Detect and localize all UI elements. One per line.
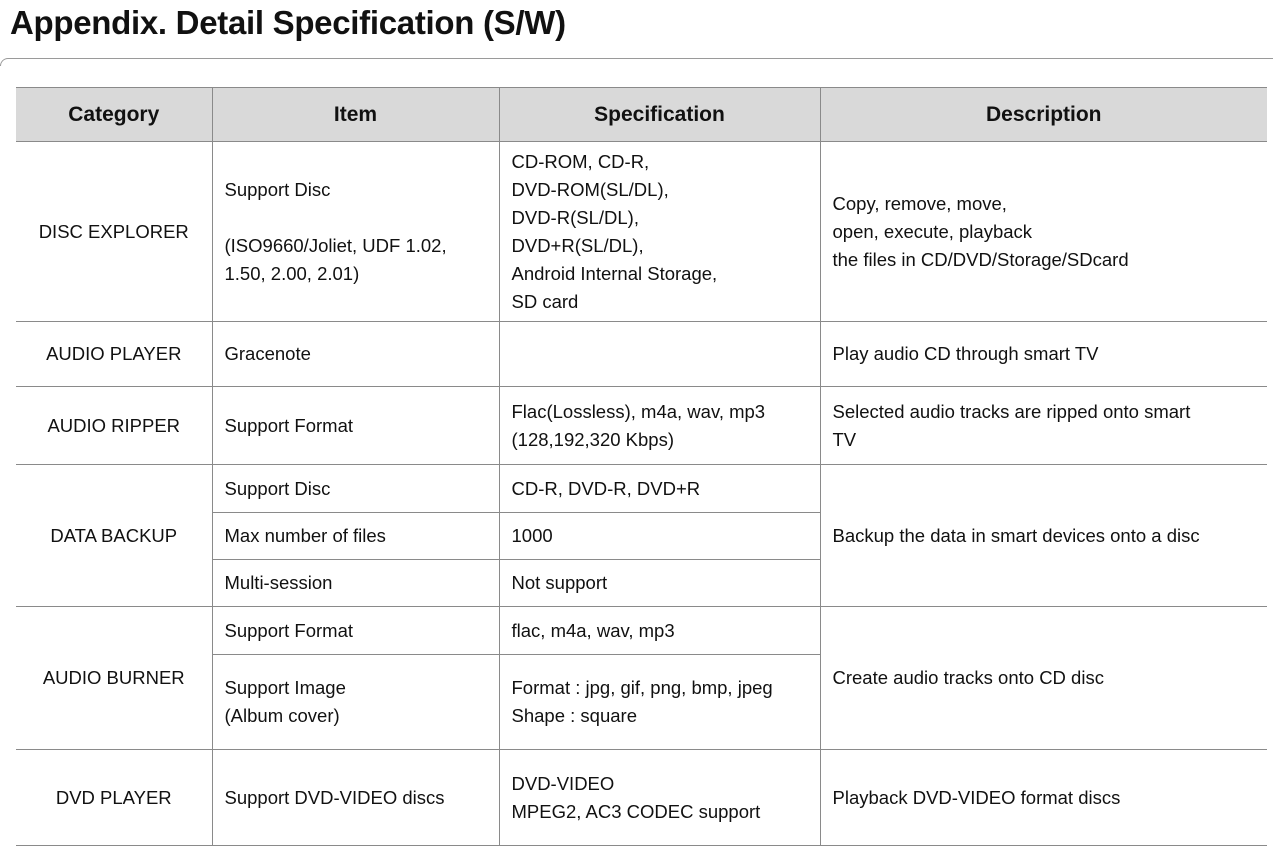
specification-cell-line: (128,192,320 Kbps): [511, 428, 675, 450]
specification-cell-line: MPEG2, AC3 CODEC support: [511, 800, 761, 822]
specification-cell-line: SD card: [511, 290, 579, 312]
specification-cell: [498, 321, 820, 387]
table-row: Support Image (Album cover) Format : jpg, …: [16, 654, 1267, 750]
description-cell-line: Create audio tracks onto CD disc: [832, 667, 1104, 688]
item-cell-line: Max number of files: [224, 525, 386, 546]
specification-cell: Format : jpg, gif, png, bmp, jpeg Shape :…: [498, 654, 820, 750]
item-cell: Multi-session: [211, 559, 499, 607]
category-cell-line: DATA BACKUP: [50, 524, 178, 546]
header-specification: Specification: [498, 87, 820, 142]
category-cell-line: AUDIO BURNER: [42, 667, 185, 688]
specification-table: Category Item Specification Description …: [16, 87, 1267, 846]
item-cell-line: [225, 204, 487, 232]
table-row: DATA BACKUP Support Disc CD-R, DVD-R, DVD+…: [16, 464, 1267, 607]
item-cell: Support Format: [211, 386, 499, 465]
specification-cell-line: flac, m4a, wav, mp3: [511, 619, 675, 641]
description-cell: Copy, remove, move, open, execute, playba…: [819, 141, 1267, 322]
specification-cell-line: CD-ROM, CD-R,: [511, 150, 650, 172]
header-item: Item: [211, 87, 499, 142]
table-row: AUDIO BURNER Support Format flac, m4a, wav…: [16, 606, 1267, 750]
specification-cell-line: DVD+R(SL/DL),: [511, 234, 644, 256]
specification-cell: Flac(Lossless), m4a, wav, mp3 (128,192,32…: [498, 386, 820, 465]
item-cell-line: Support Format: [224, 619, 354, 641]
item-cell: Support Image (Album cover): [211, 654, 499, 750]
page-title: Appendix. Detail Specification (S/W): [10, 4, 566, 41]
specification-cell-line: DVD-ROM(SL/DL),: [511, 178, 669, 200]
description-cell: Play audio CD through smart TV: [819, 321, 1267, 387]
item-cell-line: Support Image: [224, 677, 346, 698]
description-cell-line: Playback DVD-VIDEO format discs: [832, 786, 1121, 808]
specification-cell-line: DVD-VIDEO: [511, 772, 615, 794]
header-description: Description: [819, 87, 1267, 142]
description-cell: Playback DVD-VIDEO format discs: [819, 749, 1267, 846]
specification-cell-line: Format : jpg, gif, png, bmp, jpeg: [511, 677, 773, 698]
description-cell: Selected audio tracks are ripped onto sm…: [819, 386, 1267, 465]
specification-cell-line: Not support: [511, 572, 608, 593]
item-cell-line: (Album cover): [224, 705, 340, 726]
category-cell: DATA BACKUP: [16, 464, 212, 607]
description-cell-line: the files in CD/DVD/Storage/SDcard: [832, 248, 1129, 270]
item-cell: Max number of files: [211, 512, 499, 560]
item-cell-line: Multi-session: [224, 572, 333, 593]
table-row: AUDIO RIPPER Support Format Flac(Lossless)…: [16, 386, 1267, 465]
specification-cell-line: [512, 340, 808, 368]
category-cell-line: DISC EXPLORER: [38, 220, 189, 242]
description-cell-line: Selected audio tracks are ripped onto sm…: [832, 400, 1191, 422]
specification-cell-line: DVD-R(SL/DL),: [511, 206, 639, 228]
specification-cell-line: 1000: [511, 525, 553, 546]
specification-cell: CD-ROM, CD-R, DVD-ROM(SL/DL), DVD-R(SL/DL)…: [498, 141, 820, 322]
category-cell: AUDIO PLAYER: [16, 321, 212, 387]
item-cell-line: Support Format: [224, 414, 354, 436]
category-cell: DVD PLAYER: [16, 749, 212, 846]
item-cell: Support Disc (ISO9660/Joliet, UDF 1.02, 1.…: [211, 141, 499, 322]
category-cell: DISC EXPLORER: [16, 141, 212, 322]
description-cell-line: open, execute, playback: [832, 220, 1033, 242]
table-row: DVD PLAYER Support DVD-VIDEO discs DVD-VID…: [16, 749, 1267, 846]
item-cell: Gracenote: [211, 321, 499, 387]
item-cell-line: Support Disc: [224, 178, 331, 200]
item-cell-line: Support Disc: [224, 477, 331, 499]
item-cell: Support Format: [211, 606, 499, 655]
category-cell-line: AUDIO RIPPER: [47, 414, 181, 436]
item-cell: Support DVD-VIDEO discs: [211, 749, 499, 846]
table-header-row: Category Item Specification Description: [16, 87, 1267, 142]
item-cell-line: 1.50, 2.00, 2.01): [224, 262, 360, 284]
category-cell: AUDIO RIPPER: [16, 386, 212, 465]
specification-cell-line: Shape : square: [511, 705, 637, 726]
specification-cell: CD-R, DVD-R, DVD+R: [498, 464, 820, 513]
item-cell-line: Support DVD-VIDEO discs: [224, 786, 445, 808]
description-cell: Backup the data in smart devices onto a …: [819, 464, 1267, 607]
specification-cell: 1000: [498, 512, 820, 560]
specification-cell: Not support: [498, 559, 820, 607]
table-row: AUDIO PLAYER Gracenote Play audio CD throu…: [16, 321, 1267, 387]
description-cell-line: Backup the data in smart devices onto a …: [832, 524, 1200, 546]
specification-cell-line: Android Internal Storage,: [511, 262, 718, 284]
item-cell-line: Gracenote: [224, 343, 311, 364]
description-cell-line: Copy, remove, move,: [832, 192, 1007, 214]
category-cell: AUDIO BURNER: [16, 606, 212, 750]
description-cell-line: TV: [832, 428, 857, 450]
item-cell: Support Disc: [211, 464, 499, 513]
specification-cell-line: Flac(Lossless), m4a, wav, mp3: [511, 400, 766, 422]
header-category: Category: [16, 87, 212, 142]
title-divider: [0, 58, 1273, 66]
category-cell-line: DVD PLAYER: [55, 786, 172, 808]
specification-cell-line: CD-R, DVD-R, DVD+R: [511, 477, 701, 499]
specification-cell: DVD-VIDEO MPEG2, AC3 CODEC support: [498, 749, 820, 846]
table-row: Max number of files 1000: [16, 512, 1267, 560]
table-row: DISC EXPLORER Support Disc (ISO9660/Joliet…: [16, 141, 1267, 322]
specification-cell: flac, m4a, wav, mp3: [498, 606, 820, 655]
category-cell-line: AUDIO PLAYER: [46, 343, 182, 364]
description-cell: Create audio tracks onto CD disc: [819, 606, 1267, 750]
item-cell-line: (ISO9660/Joliet, UDF 1.02,: [224, 234, 447, 256]
description-cell-line: Play audio CD through smart TV: [832, 343, 1099, 364]
